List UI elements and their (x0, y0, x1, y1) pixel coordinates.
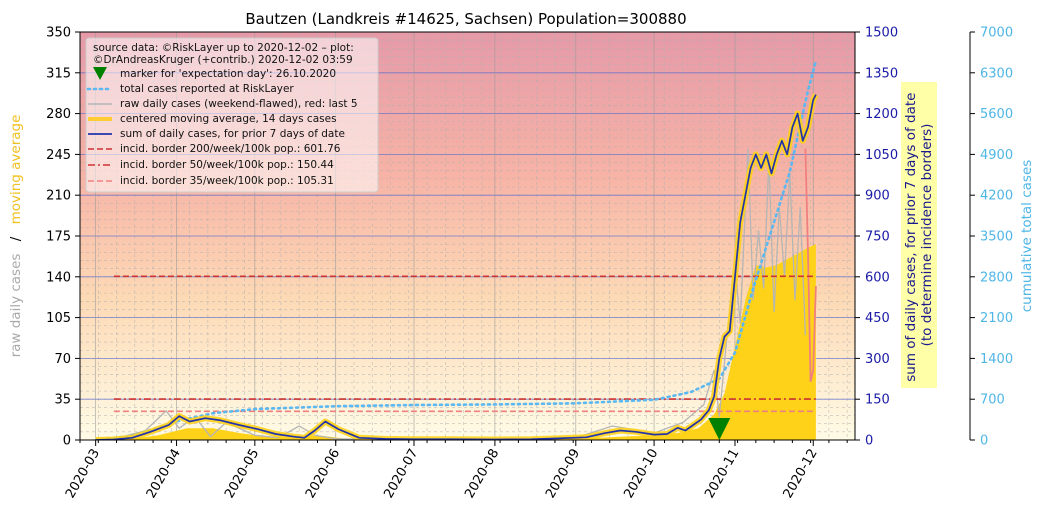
left-tick-label: 350 (46, 26, 71, 41)
right1-tick-label: 300 (865, 352, 890, 367)
x-tick-label: 2020-07 (381, 447, 421, 502)
x-tick-label: 2020-08 (462, 447, 502, 502)
legend-entry-3: centered moving average, 14 days cases (120, 113, 337, 125)
legend: source data: ©RiskLayer up to 2020-12-02… (85, 37, 379, 193)
raw-daily-line (95, 148, 807, 440)
right2-tick-label: 2100 (980, 311, 1013, 326)
x-tick-label: 2020-06 (303, 447, 343, 502)
x-axis: 2020-03 2020-04 2020-05 2020-06 2020-07 2020-… (63, 440, 848, 502)
svg-text:sum of daily cases, for prior: sum of daily cases, for prior 7 days of … (903, 88, 935, 382)
legend-entry-2: raw daily cases (weekend-flawed), red: l… (120, 98, 358, 110)
chart-title: Bautzen (Landkreis #14625, Sachsen) Popu… (245, 10, 686, 28)
x-tick-label: 2020-12 (781, 447, 821, 502)
left-tick-label: 140 (46, 270, 71, 285)
right2-tick-label: 700 (980, 393, 1005, 408)
right1-tick-label: 0 (865, 434, 873, 449)
right2-tick-label: 2800 (980, 270, 1013, 285)
incidence-borders (113, 275, 816, 413)
left-tick-label: 315 (46, 66, 71, 81)
right1-label-line2: (to determine incidence borders) (919, 124, 935, 347)
right2-tick-label: 3500 (980, 230, 1013, 245)
left-label-raw: raw daily cases (8, 254, 24, 358)
right1-tick-label: 900 (865, 189, 890, 204)
legend-entry-4: sum of daily cases, for prior 7 days of … (120, 128, 345, 140)
right1-tick-label: 1050 (865, 148, 898, 163)
left-y-axis: 0 35 70 105 140 175 210 245 280 315 350 (46, 26, 80, 449)
legend-box (85, 37, 379, 193)
right2-tick-label: 6300 (980, 66, 1013, 81)
left-label-ma: moving average (8, 115, 24, 225)
left-tick-label: 245 (46, 148, 71, 163)
right-y-axis-sum7: 0 150 300 450 600 750 900 1050 1200 1350 1500 (855, 26, 898, 449)
right1-tick-label: 1500 (865, 26, 898, 41)
x-tick-label: 2020-03 (63, 447, 103, 502)
legend-entry-7: incid. border 35/week/100k pop.: 105.31 (120, 175, 334, 187)
right1-tick-label: 1200 (865, 107, 898, 122)
moving-average-area (95, 244, 816, 440)
right1-label-line1: sum of daily cases, for prior 7 days of … (903, 93, 919, 382)
legend-marker-icon (93, 67, 107, 80)
x-tick-label: 2020-11 (702, 447, 742, 502)
right2-tick-label: 1400 (980, 352, 1013, 367)
right-y-axis-sum7-label: sum of daily cases, for prior 7 days of … (903, 88, 935, 382)
legend-entry-6: incid. border 50/week/100k pop.: 150.44 (120, 159, 334, 171)
left-tick-label: 175 (46, 230, 71, 245)
left-tick-label: 280 (46, 107, 71, 122)
x-tick-label: 2020-04 (144, 447, 184, 502)
svg-text:raw daily cases /: raw daily cases / moving average (8, 115, 24, 358)
sum7-line (95, 94, 817, 440)
left-tick-label: 210 (46, 189, 71, 204)
legend-entry-0: marker for 'expectation day': 26.10.2020 (120, 68, 336, 80)
right2-tick-label: 5600 (980, 107, 1013, 122)
right1-tick-label: 450 (865, 311, 890, 326)
x-tick-label: 2020-05 (222, 447, 262, 502)
legend-source-line1: source data: ©RiskLayer up to 2020-12-02… (93, 42, 354, 54)
right1-tick-label: 1350 (865, 66, 898, 81)
right1-tick-label: 750 (865, 230, 890, 245)
left-tick-label: 105 (46, 311, 71, 326)
legend-entry-5: incid. border 200/week/100k pop.: 601.76 (120, 143, 341, 155)
right2-tick-label: 4200 (980, 189, 1013, 204)
right2-tick-label: 0 (980, 434, 988, 449)
x-tick-label: 2020-10 (621, 447, 661, 502)
left-tick-label: 0 (63, 434, 71, 449)
right2-tick-label: 7000 (980, 26, 1013, 41)
left-label-sep: / (8, 236, 24, 241)
right1-tick-label: 150 (865, 393, 890, 408)
right-y-axis-total: 0 700 1400 2100 2800 3500 4200 4900 5600 6300 7000 (970, 26, 1013, 449)
left-tick-label: 70 (54, 352, 71, 367)
right1-label-box (901, 82, 937, 388)
raw-daily-last5-line (804, 148, 817, 382)
legend-source-line2: ©DrAndreasKruger (+contrib.) 2020-12-02 … (93, 54, 353, 66)
legend-entry-1: total cases reported at RiskLayer (120, 83, 294, 95)
right1-tick-label: 600 (865, 270, 890, 285)
x-tick-label: 2020-09 (543, 447, 583, 502)
left-y-axis-label: raw daily cases / moving average (8, 115, 24, 358)
right-y-axis-total-label: cumulative total cases (1019, 160, 1035, 313)
expectation-day-marker (708, 418, 731, 440)
total-cases-line (94, 59, 818, 440)
left-tick-label: 35 (54, 393, 71, 408)
right2-tick-label: 4900 (980, 148, 1013, 163)
